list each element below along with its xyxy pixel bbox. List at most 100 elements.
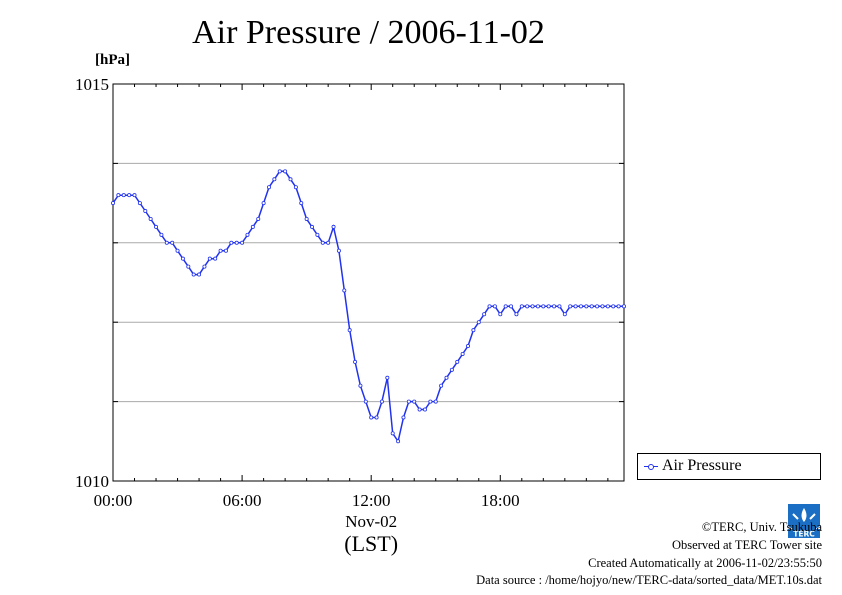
data-point — [234, 240, 239, 245]
data-point — [509, 304, 514, 309]
data-point — [466, 344, 471, 349]
data-point — [396, 439, 401, 444]
x-tick-label: 06:00 — [223, 491, 262, 510]
data-point — [573, 304, 578, 309]
data-point — [519, 304, 524, 309]
footer-observed: Observed at TERC Tower site — [671, 538, 822, 552]
data-point — [595, 304, 600, 309]
data-point — [422, 407, 427, 412]
data-point — [401, 415, 406, 420]
data-point — [132, 193, 137, 198]
data-point — [310, 224, 315, 229]
data-point — [121, 193, 126, 198]
footer-copyright: ©TERC, Univ. Tsukuba — [701, 520, 822, 534]
data-point — [180, 256, 185, 261]
plot-frame — [112, 83, 625, 482]
data-point — [535, 304, 540, 309]
data-point — [261, 201, 266, 206]
data-point — [111, 201, 116, 206]
data-point — [514, 312, 519, 317]
data-point — [229, 240, 234, 245]
data-point — [266, 185, 271, 190]
data-point — [331, 224, 336, 229]
y-tick-label: 1010 — [75, 472, 109, 491]
data-point — [385, 375, 390, 380]
data-point — [417, 407, 422, 412]
data-point — [336, 248, 341, 253]
footer-created: Created Automatically at 2006-11-02/23:5… — [588, 556, 822, 570]
data-point — [116, 193, 121, 198]
data-point — [611, 304, 616, 309]
data-point — [562, 312, 567, 317]
data-point — [390, 431, 395, 436]
legend: Air Pressure — [637, 453, 821, 480]
data-point — [353, 359, 358, 364]
data-point — [342, 288, 347, 293]
data-point — [552, 304, 557, 309]
data-point — [487, 304, 492, 309]
data-point — [455, 359, 460, 364]
data-point — [406, 399, 411, 404]
y-axis-unit: [hPa] — [95, 52, 130, 68]
data-point — [600, 304, 605, 309]
data-point — [369, 415, 374, 420]
data-point — [197, 272, 202, 277]
data-point — [498, 312, 503, 317]
y-tick-label: 1015 — [75, 75, 109, 94]
data-point — [143, 209, 148, 214]
data-point — [148, 216, 153, 221]
x-axis-title: (LST) — [344, 531, 398, 556]
data-point — [379, 399, 384, 404]
data-point — [428, 399, 433, 404]
data-point — [245, 232, 250, 237]
data-point — [320, 240, 325, 245]
legend-swatch — [644, 463, 658, 470]
data-point — [288, 177, 293, 182]
data-point — [175, 248, 180, 253]
data-point — [525, 304, 530, 309]
x-tick-label: 18:00 — [481, 491, 520, 510]
footer-source: Data source : /home/hojyo/new/TERC-data/… — [476, 573, 822, 587]
data-point — [449, 367, 454, 372]
data-point — [546, 304, 551, 309]
data-point — [137, 201, 142, 206]
data-point — [439, 383, 444, 388]
data-point — [374, 415, 379, 420]
data-point — [164, 240, 169, 245]
data-point — [191, 272, 196, 277]
data-point — [492, 304, 497, 309]
data-point — [159, 232, 164, 237]
data-point — [293, 185, 298, 190]
data-point — [202, 264, 207, 269]
data-point — [433, 399, 438, 404]
chart-title: Air Pressure / 2006-11-02 — [192, 14, 545, 51]
data-point — [213, 256, 218, 261]
data-point — [476, 320, 481, 325]
data-point — [412, 399, 417, 404]
data-point — [347, 328, 352, 333]
data-point — [326, 240, 331, 245]
data-point — [218, 248, 223, 253]
data-point — [444, 375, 449, 380]
data-point — [363, 399, 368, 404]
data-point — [622, 304, 627, 309]
data-point — [223, 248, 228, 253]
data-point — [272, 177, 277, 182]
x-tick-label: 12:00 — [352, 491, 391, 510]
data-point — [299, 201, 304, 206]
data-point — [557, 304, 562, 309]
data-point — [616, 304, 621, 309]
data-point — [207, 256, 212, 261]
data-point — [589, 304, 594, 309]
data-point — [530, 304, 535, 309]
data-point — [460, 351, 465, 356]
data-point — [127, 193, 132, 198]
legend-label: Air Pressure — [662, 457, 742, 474]
data-point — [186, 264, 191, 269]
data-point — [471, 328, 476, 333]
x-tick-label: 00:00 — [94, 491, 133, 510]
data-point — [304, 216, 309, 221]
data-point — [541, 304, 546, 309]
data-point — [578, 304, 583, 309]
data-point — [240, 240, 245, 245]
